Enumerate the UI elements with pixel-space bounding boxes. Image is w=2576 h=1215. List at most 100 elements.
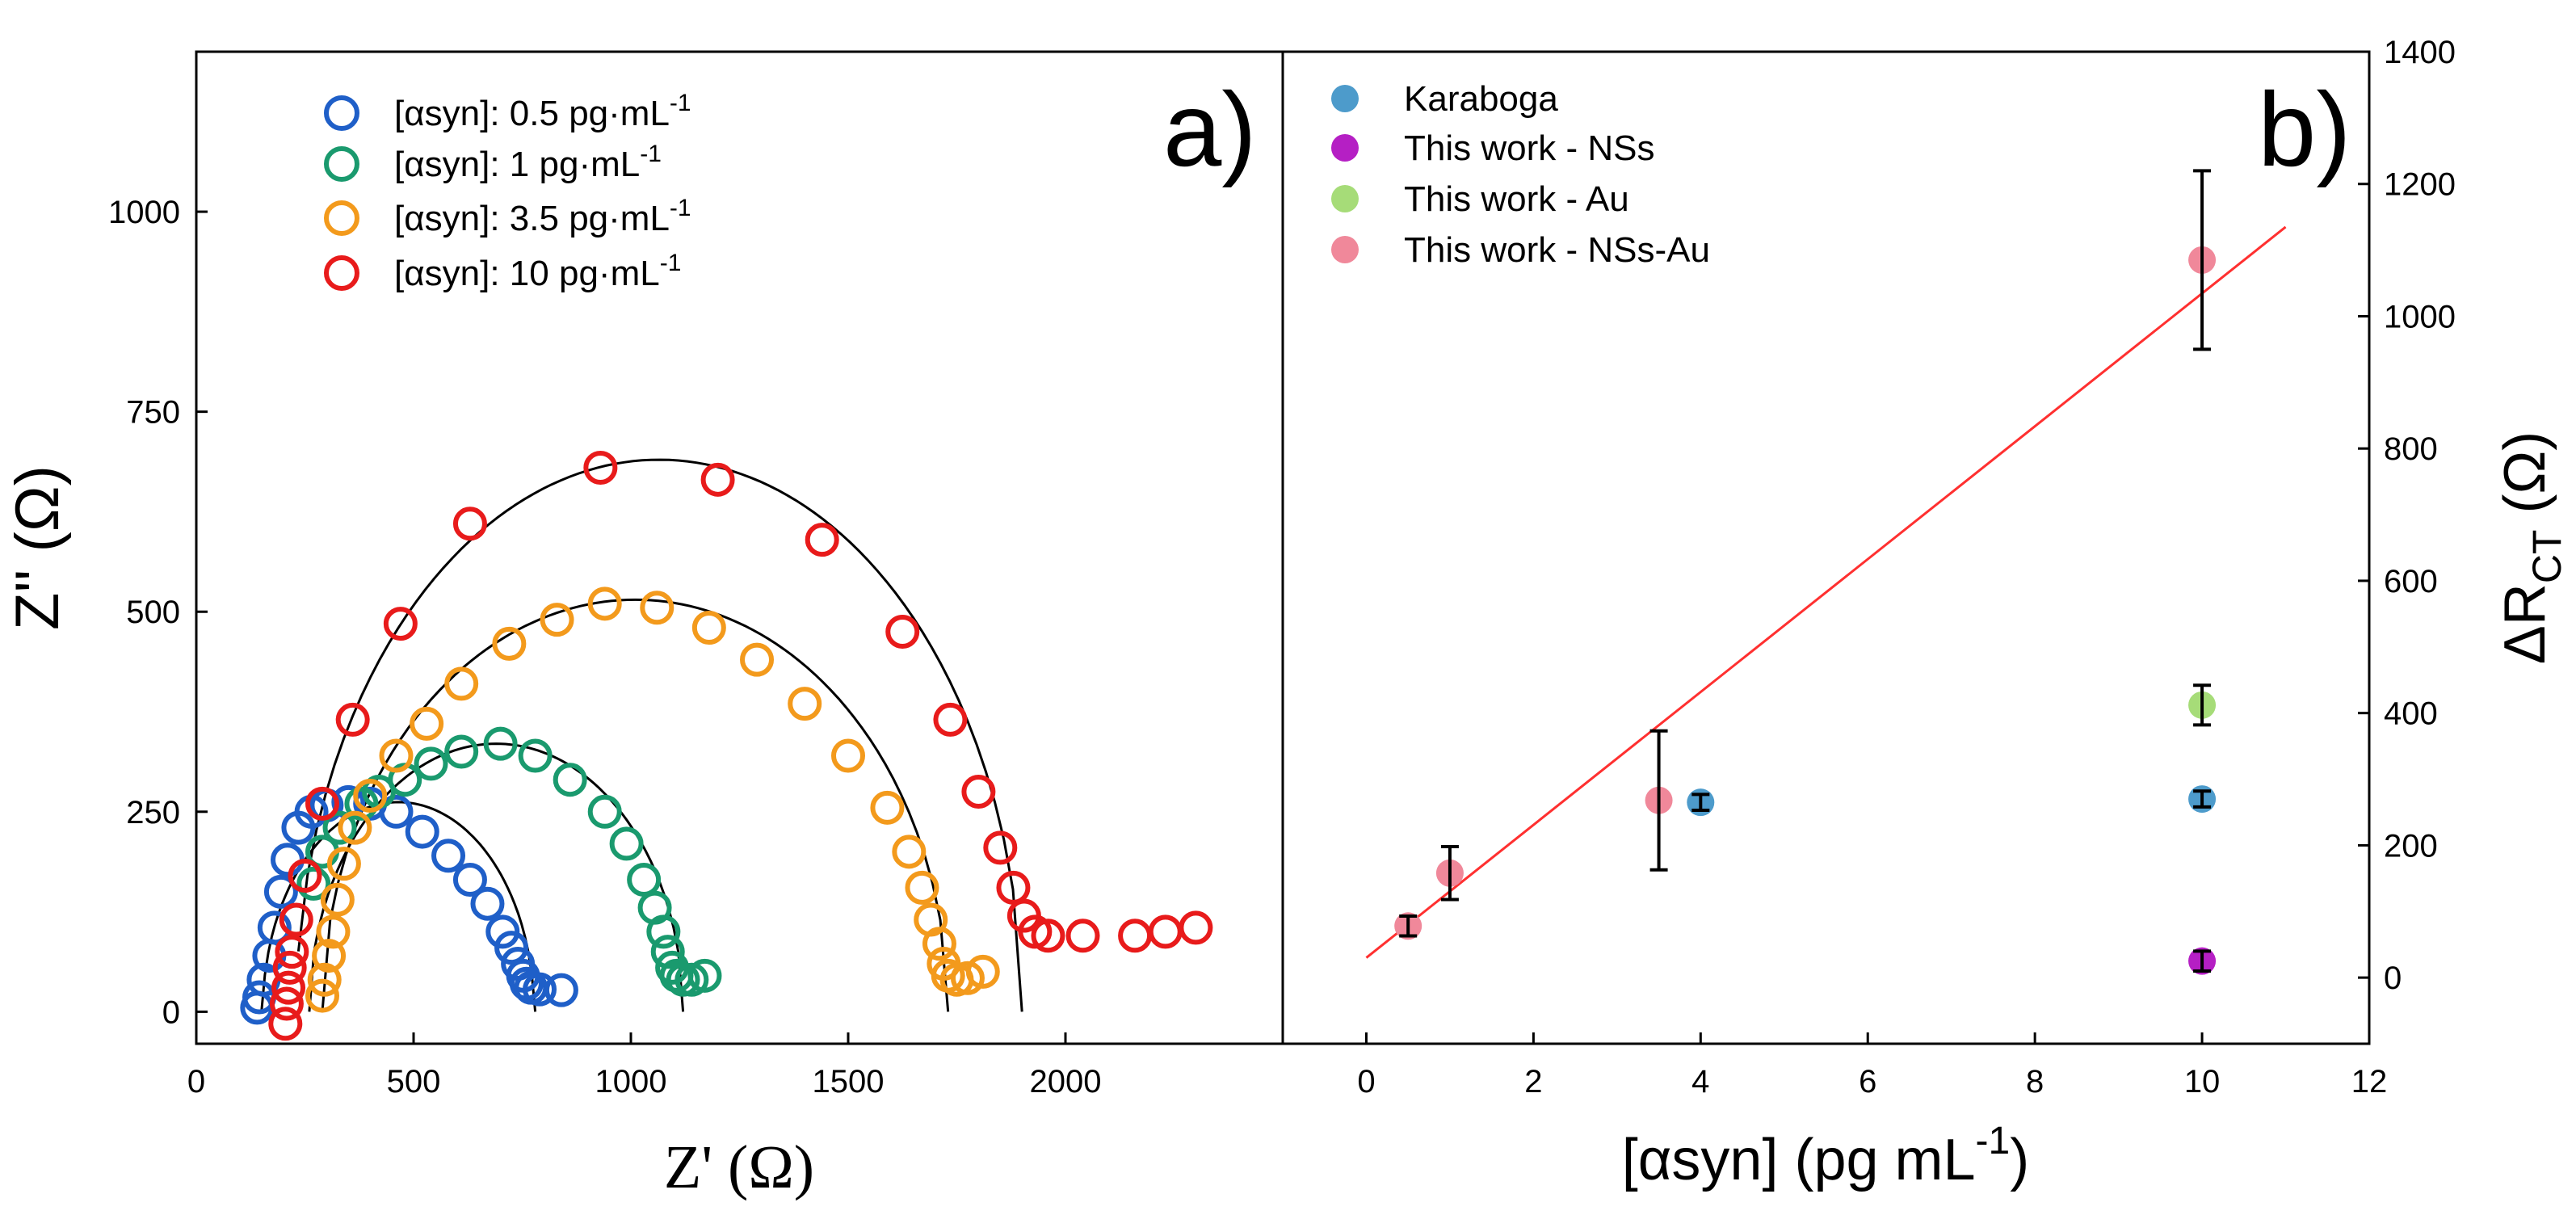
legend-item-au: This work - Au [1331,179,1629,219]
a-data-point-series-2 [870,790,905,825]
legend-marker-10 [324,255,359,291]
a-data-point-series-3 [272,950,307,985]
legend-item-10: [αsyn]: 10 pg·mL-1 [324,250,681,293]
a-data-point-series-0 [470,886,505,921]
panel-b-fit-line [1365,225,2287,959]
a-x-tick-label: 2000 [1030,1064,1102,1099]
a-data-point-series-2 [316,914,351,949]
a-data-point-series-3 [383,607,418,641]
a-data-point-series-0 [405,814,439,849]
a-data-point-series-2 [831,738,865,773]
a-data-point-series-3 [933,702,968,737]
a-data-point-series-0 [544,973,578,1007]
a-data-point-series-2 [587,586,622,621]
a-data-point-series-2 [965,954,1000,989]
a-data-point-series-1 [322,810,357,845]
a-y-tick-label: 500 [126,595,180,630]
a-data-point-series-2 [326,847,361,881]
a-data-point-series-3 [1065,919,1100,953]
a-data-point-series-2 [492,626,527,661]
legend-label-au: This work - Au [1404,179,1629,219]
a-data-point-series-0 [485,914,520,949]
legend-label-0p5: [αsyn]: 0.5 pg·mL-1 [394,90,691,133]
panel-a-y-axis-label: Z'' (Ω) [3,465,72,630]
a-data-point-series-3 [288,859,322,893]
a-data-point-series-1 [518,738,553,773]
a-data-point-series-3 [805,523,839,557]
b-y-tick-label: 1200 [2384,167,2456,203]
legend-marker-3p5 [324,200,359,236]
legend-label-10: [αsyn]: 10 pg·mL-1 [394,250,681,293]
legend-marker-au [1331,185,1359,212]
a-data-point-series-3 [452,507,487,541]
a-data-point-series-2 [950,961,985,995]
a-data-point-series-1 [609,826,644,861]
panel-b: 0 2 4 6 8 10 12 0 200 400 600 800 1000 1200 1400 b) [… [1281,35,2570,1192]
a-data-point-series-2 [740,642,775,677]
a-data-point-series-2 [540,603,574,637]
legend-item-1: [αsyn]: 1 pg·mL-1 [324,141,662,184]
a-data-point-series-2 [410,706,444,741]
a-data-point-series-2 [320,882,355,917]
legend-item-nss: This work - NSs [1331,128,1654,168]
a-data-point-series-0 [494,931,529,965]
a-data-point-series-1 [553,763,587,797]
legend-label-nss-au: This work - NSs-Au [1404,230,1710,270]
b-x-tick-label: 10 [2184,1064,2221,1099]
a-data-point-series-3 [335,702,370,737]
a-data-point-series-3 [1179,910,1213,945]
a-data-point-series-0 [431,839,466,873]
a-data-point-series-0 [263,874,298,909]
a-data-point-series-3 [1118,919,1153,953]
a-data-point-series-1 [483,726,518,761]
b-x-tick-label: 4 [1691,1064,1709,1099]
a-data-point-series-3 [1148,914,1183,949]
a-data-point-series-3 [583,450,618,485]
panel-b-frame [1281,50,2371,1045]
panel-a-x-axis-label-text: Z' (Ω) [664,1133,814,1201]
b-linear-fit-line [1365,225,2287,959]
panel-a-y-axis-label-text: Z'' (Ω) [3,465,72,630]
panel-a: 0 500 1000 1500 2000 0 250 500 750 1000 a) Z' (Ω… [3,50,1284,1201]
a-y-tick-label: 1000 [108,195,180,230]
b-x-tick-label: 6 [1859,1064,1876,1099]
a-data-point-series-2 [338,810,372,845]
a-data-point-series-0 [270,843,305,877]
a-data-point-series-0 [379,794,414,829]
a-data-point-series-2 [379,738,414,773]
a-data-point-series-1 [296,866,331,901]
a-data-point-series-2 [892,835,927,869]
panel-b-y-axis-label: ΔRCT (Ω) [2493,431,2570,665]
legend-marker-nss [1331,134,1359,162]
legend-marker-nss-au [1331,236,1359,263]
a-data-point-series-3 [268,1007,303,1041]
a-x-tick-label: 1500 [813,1064,885,1099]
legend-item-karaboga: Karaboga [1331,79,1558,119]
a-y-tick-label: 750 [126,395,180,431]
a-data-point-series-2 [788,687,822,721]
panel-a-x-axis-label: Z' (Ω) [664,1133,814,1201]
a-data-point-series-2 [640,591,674,625]
b-x-tick-label: 0 [1357,1064,1375,1099]
a-data-point-series-3 [279,902,313,937]
b-x-tick-label: 2 [1524,1064,1542,1099]
legend-label-karaboga: Karaboga [1404,79,1558,119]
a-data-point-series-3 [700,462,735,497]
legend-marker-0p5 [324,95,359,131]
b-y-tick-label: 200 [2384,828,2438,864]
b-x-tick-label: 12 [2351,1064,2388,1099]
a-x-tick-label: 500 [387,1064,441,1099]
b-y-tick-label: 600 [2384,564,2438,599]
b-y-tick-label: 400 [2384,696,2438,732]
legend-item-nss-au: This work - NSs-Au [1331,230,1710,270]
panel-a-legend: [αsyn]: 0.5 pg·mL-1 [αsyn]: 1 pg·mL-1 [α… [324,90,691,293]
a-data-point-series-1 [587,794,622,829]
panel-a-y-ticks: 0 250 500 750 1000 [108,195,208,1030]
a-data-point-series-1 [646,914,681,949]
panel-a-data-points [240,450,1213,1041]
b-y-tick-label: 1400 [2384,35,2456,70]
b-y-tick-label: 0 [2384,961,2402,996]
panel-b-y-ticks: 0 200 400 600 800 1000 1200 1400 [2358,35,2456,996]
a-data-point-series-0 [523,972,557,1007]
